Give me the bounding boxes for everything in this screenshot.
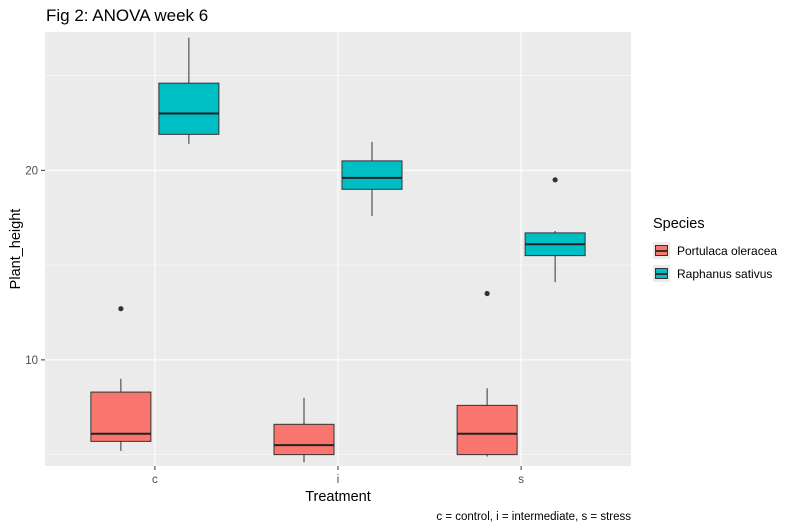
legend-item-portulaca: Portulaca oleracea xyxy=(653,239,777,262)
outlier-point xyxy=(552,177,558,183)
outlier-point xyxy=(484,290,490,297)
x-axis-title: Treatment xyxy=(305,489,371,505)
chart-title: Fig 2: ANOVA week 6 xyxy=(46,6,209,25)
legend-item-raphanus: Raphanus sativus xyxy=(653,262,777,285)
y-tick-label: 20 xyxy=(25,165,38,177)
legend-key-portulaca xyxy=(653,242,670,259)
x-tick-label: i xyxy=(337,474,340,486)
x-tick-label: s xyxy=(518,474,524,486)
legend-key-raphanus xyxy=(653,265,670,282)
legend-label: Raphanus sativus xyxy=(677,266,773,281)
outlier-point xyxy=(118,306,124,312)
y-axis-title: Plant_height xyxy=(8,209,24,290)
box xyxy=(273,423,335,456)
legend-label: Portulaca oleracea xyxy=(677,243,778,258)
box xyxy=(158,82,220,135)
legend: Species Portulaca oleracea Raphanus sati… xyxy=(653,216,777,285)
x-tick-label: c xyxy=(152,474,158,486)
legend-median-line xyxy=(655,273,668,275)
caption: c = control, i = intermediate, s = stres… xyxy=(436,511,631,523)
box xyxy=(456,404,518,456)
y-tick-label: 10 xyxy=(25,355,38,367)
box xyxy=(341,160,403,190)
legend-title: Species xyxy=(653,216,705,232)
legend-median-line xyxy=(655,250,668,252)
